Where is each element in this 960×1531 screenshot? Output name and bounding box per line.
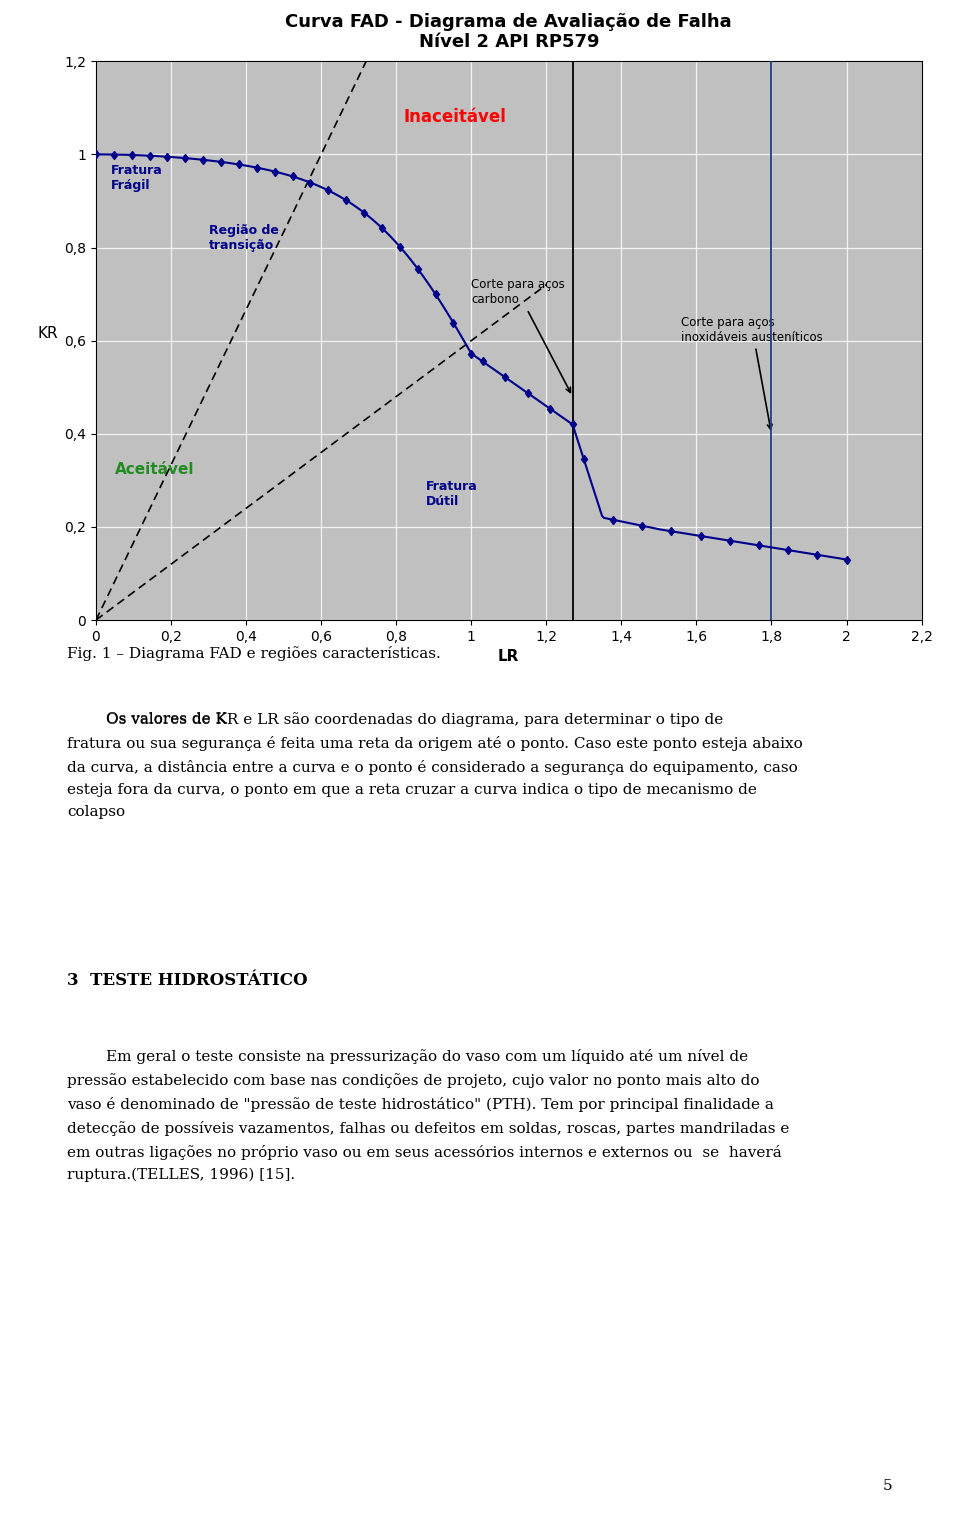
Text: Em geral o teste consiste na pressurização do vaso com um líquido até um nível d: Em geral o teste consiste na pressurizaç…	[67, 1049, 789, 1182]
Text: Fig. 1 – Diagrama FAD e regiões características.: Fig. 1 – Diagrama FAD e regiões caracter…	[67, 646, 441, 661]
Text: Fratura
Frágil: Fratura Frágil	[111, 164, 163, 191]
X-axis label: LR: LR	[498, 649, 519, 664]
Text: Os valores de KR e LR são coordenadas do diagrama, para determinar o tipo de
fra: Os valores de KR e LR são coordenadas do…	[67, 712, 803, 819]
Text: Corte para aços
carbono: Corte para aços carbono	[471, 279, 570, 392]
Text: Fratura
Dútil: Fratura Dútil	[426, 481, 478, 508]
Y-axis label: KR: KR	[37, 326, 58, 341]
Text: Inaceitável: Inaceitável	[404, 107, 507, 126]
Text: Aceitável: Aceitável	[115, 462, 194, 476]
Text: Os valores de K: Os valores de K	[67, 712, 228, 726]
Text: Região de
transição: Região de transição	[208, 224, 278, 253]
Text: Corte para aços
inoxidáveis austeníticos: Corte para aços inoxidáveis austeníticos	[682, 315, 823, 429]
Text: 5: 5	[883, 1479, 893, 1493]
Title: Curva FAD - Diagrama de Avaliação de Falha
Nível 2 API RP579: Curva FAD - Diagrama de Avaliação de Fal…	[285, 12, 732, 52]
Text: 3  TESTE HIDROSTÁTICO: 3 TESTE HIDROSTÁTICO	[67, 972, 308, 989]
